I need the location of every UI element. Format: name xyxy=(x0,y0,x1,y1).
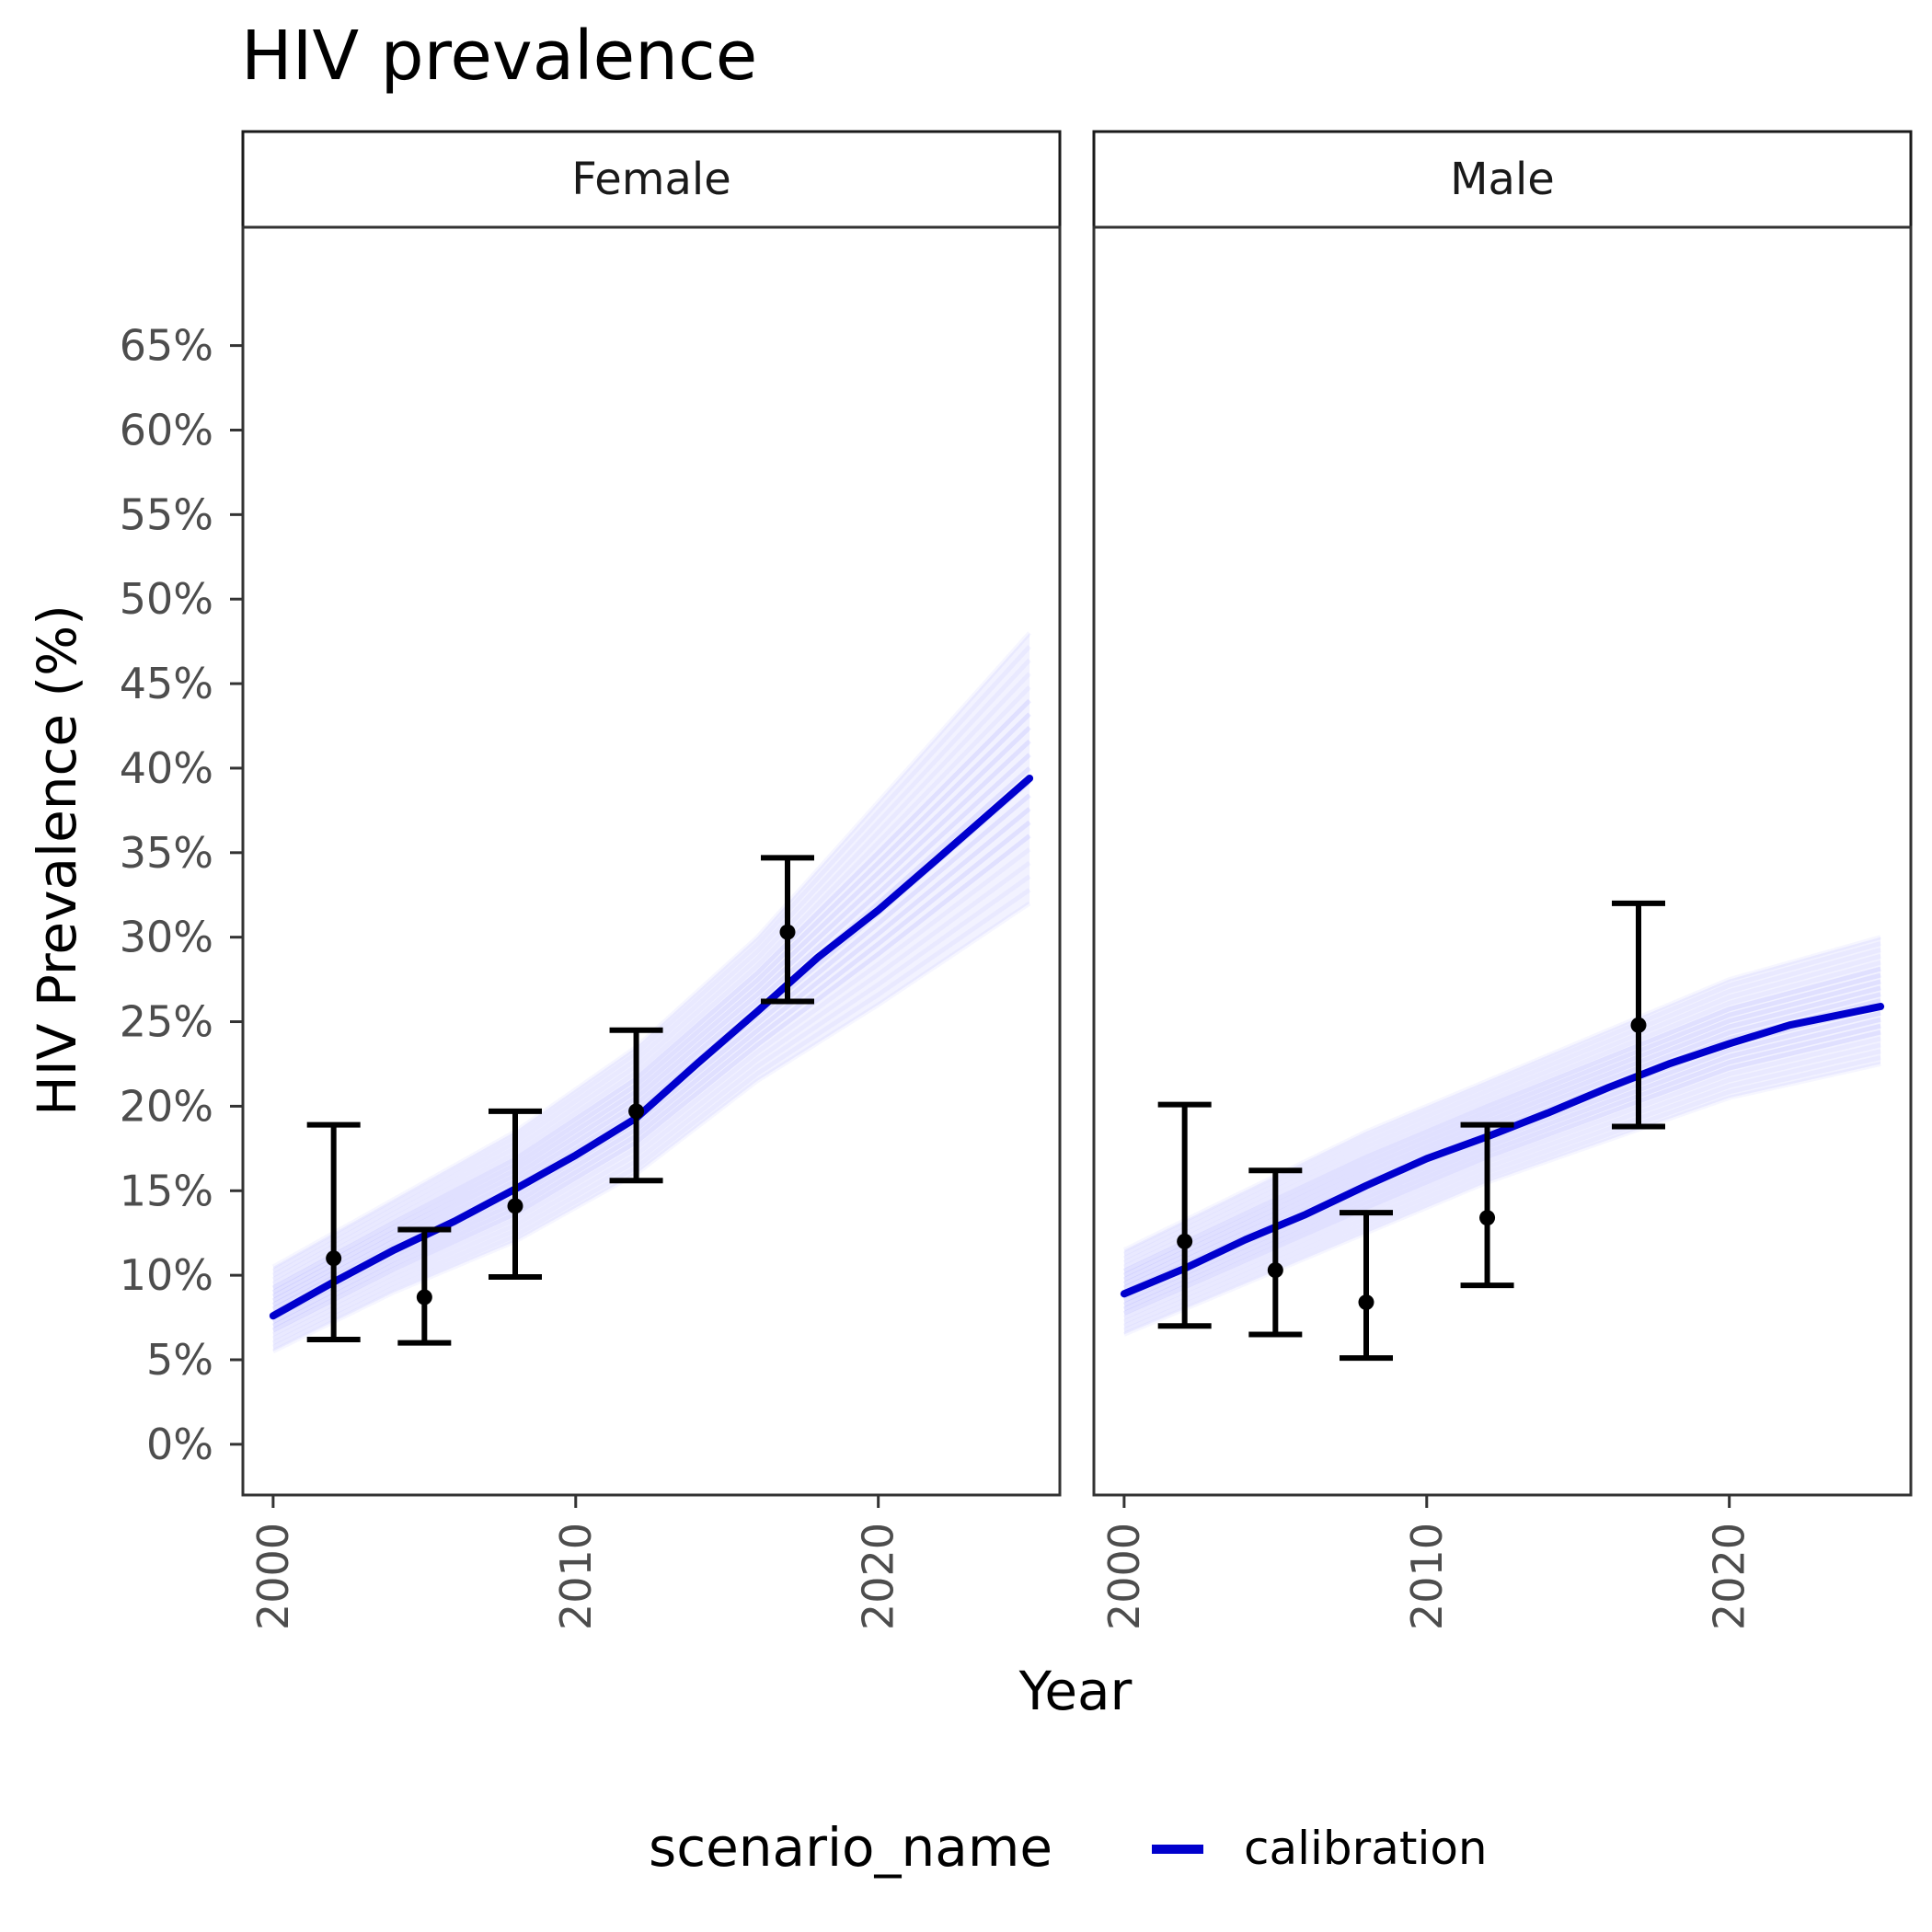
x-tick-label: 2000 xyxy=(248,1523,298,1630)
observed-point xyxy=(1267,1262,1283,1279)
observed-point xyxy=(416,1289,432,1305)
plot-area xyxy=(243,227,1060,1495)
y-tick-label: 25% xyxy=(120,997,213,1047)
y-tick-label: 10% xyxy=(120,1250,213,1300)
simulation-trace xyxy=(1122,979,1881,1282)
observed-point xyxy=(1630,1017,1647,1033)
x-tick-label: 2020 xyxy=(854,1523,903,1630)
x-tick-label: 2020 xyxy=(1705,1523,1754,1630)
legend-title: scenario_name xyxy=(649,1816,1052,1879)
y-tick-label: 15% xyxy=(120,1166,213,1215)
panel-male: Male 2000 2010 2020 xyxy=(1092,130,1913,1630)
uncertainty-band xyxy=(272,632,1030,1351)
panel-border xyxy=(1092,225,1913,1497)
x-tick-label: 2010 xyxy=(551,1523,601,1630)
observed-point xyxy=(779,924,796,940)
x-axis-label: Year xyxy=(1018,1660,1133,1722)
y-tick-label: 20% xyxy=(120,1081,213,1131)
y-tick-label: 60% xyxy=(120,405,213,454)
chart-title: HIV prevalence xyxy=(241,17,757,96)
simulation-trace xyxy=(1122,966,1881,1273)
uncertainty-band xyxy=(1123,937,1881,1335)
y-tick-label: 40% xyxy=(120,743,213,793)
y-tick-label: 5% xyxy=(146,1335,213,1385)
y-tick-label: 35% xyxy=(120,828,213,878)
x-tick-label: 2000 xyxy=(1099,1523,1149,1630)
legend: scenario_name calibration xyxy=(649,1816,1488,1879)
x-tick-label: 2010 xyxy=(1402,1523,1452,1630)
y-tick-label: 50% xyxy=(120,574,213,624)
simulation-trace xyxy=(1122,972,1881,1278)
simulation-trace xyxy=(1122,985,1881,1286)
y-tick-label: 65% xyxy=(120,321,213,371)
facet-strip-label: Male xyxy=(1450,154,1555,205)
y-tick-label: 55% xyxy=(120,489,213,539)
panel-female: Female 2000 2010 2020 0% 5% 10% 15% 20% 25% 30% 35%… xyxy=(120,130,1062,1630)
y-tick-label: 30% xyxy=(120,913,213,962)
panel-border xyxy=(241,225,1062,1497)
plot-area xyxy=(1094,227,1911,1495)
observed-point xyxy=(507,1198,523,1214)
y-tick-label: 0% xyxy=(146,1420,213,1469)
observed-point xyxy=(628,1103,645,1120)
observed-point xyxy=(1358,1294,1374,1311)
observed-point xyxy=(1479,1210,1496,1226)
facet-strip-label: Female xyxy=(571,154,731,205)
facet-strip xyxy=(241,130,1062,229)
observed-point xyxy=(1177,1233,1193,1249)
y-tick-label: 45% xyxy=(120,659,213,708)
y-axis-label: HIV Prevalence (%) xyxy=(26,604,88,1116)
legend-label-calibration: calibration xyxy=(1244,1822,1488,1875)
facet-strip xyxy=(1092,130,1913,229)
observed-point xyxy=(326,1250,342,1267)
